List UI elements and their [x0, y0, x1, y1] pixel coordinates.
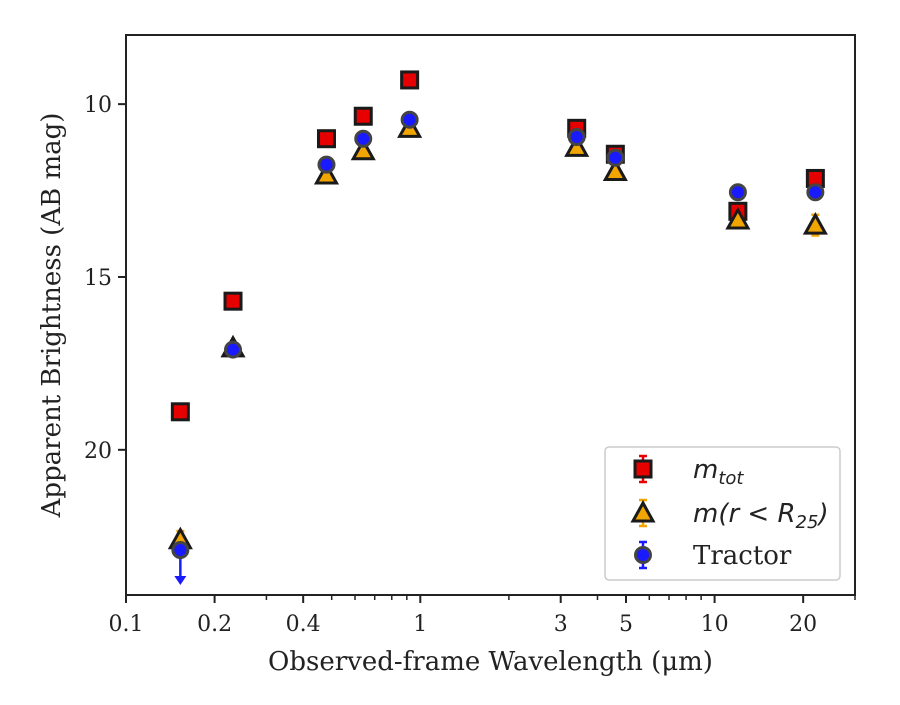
data-point	[400, 70, 420, 90]
data-point	[602, 158, 628, 182]
data-point	[802, 212, 828, 235]
x-axis-ticks: 0.1 0.2 0.4 1 3 5 10 20	[109, 595, 856, 637]
x-tick-label: 0.1	[109, 612, 144, 637]
legend-entry: mtot	[633, 454, 744, 489]
data-point	[806, 183, 825, 202]
data-point	[725, 206, 751, 230]
x-tick-label: 0.2	[197, 612, 232, 637]
data-point	[170, 402, 190, 422]
data-point	[224, 340, 243, 359]
data-point	[171, 541, 190, 560]
plot-frame	[125, 34, 856, 596]
legend-label: Tractor	[693, 541, 792, 571]
legend-marker	[630, 499, 656, 523]
legend-marker	[634, 546, 652, 564]
legend-entry: m(r < R25)	[630, 498, 829, 533]
x-tick-label: 10	[701, 612, 729, 637]
data-point	[354, 129, 373, 148]
x-tick-label: 20	[789, 612, 817, 637]
data-point	[317, 155, 336, 174]
data-point	[350, 137, 376, 161]
legend: mtot m(r < R25) Tractor	[604, 446, 841, 581]
legend-box	[604, 446, 841, 581]
x-tick-label: 5	[619, 612, 633, 637]
legend-marker	[633, 459, 653, 479]
data-point	[400, 110, 419, 129]
data-point	[353, 106, 373, 126]
legend-label: m(r < R25)	[693, 499, 829, 533]
y-tick-label: 20	[84, 439, 112, 464]
x-tick-label: 1	[413, 612, 427, 637]
x-tick-label: 3	[554, 612, 568, 637]
y-tick-label: 15	[84, 266, 112, 291]
y-tick-label: 10	[84, 93, 112, 118]
data-point	[567, 127, 586, 146]
data-marks	[167, 70, 828, 586]
series-circle	[171, 110, 825, 586]
y-axis-label: Apparent Brightness (AB mag)	[37, 113, 67, 519]
series-square	[170, 70, 825, 422]
data-point	[223, 291, 243, 311]
legend-label: mtot	[693, 455, 744, 489]
data-point	[313, 161, 340, 185]
x-axis-label: Observed-frame Wavelength (μm)	[268, 647, 713, 677]
data-point	[728, 183, 747, 202]
x-tick-label: 0.4	[286, 612, 321, 637]
upper-limit-arrowhead	[174, 576, 187, 586]
legend-entry: Tractor	[634, 540, 792, 571]
data-point	[606, 148, 625, 167]
y-axis-ticks: 10 15 20	[84, 93, 126, 464]
data-point	[316, 129, 336, 149]
data-point	[564, 134, 590, 157]
